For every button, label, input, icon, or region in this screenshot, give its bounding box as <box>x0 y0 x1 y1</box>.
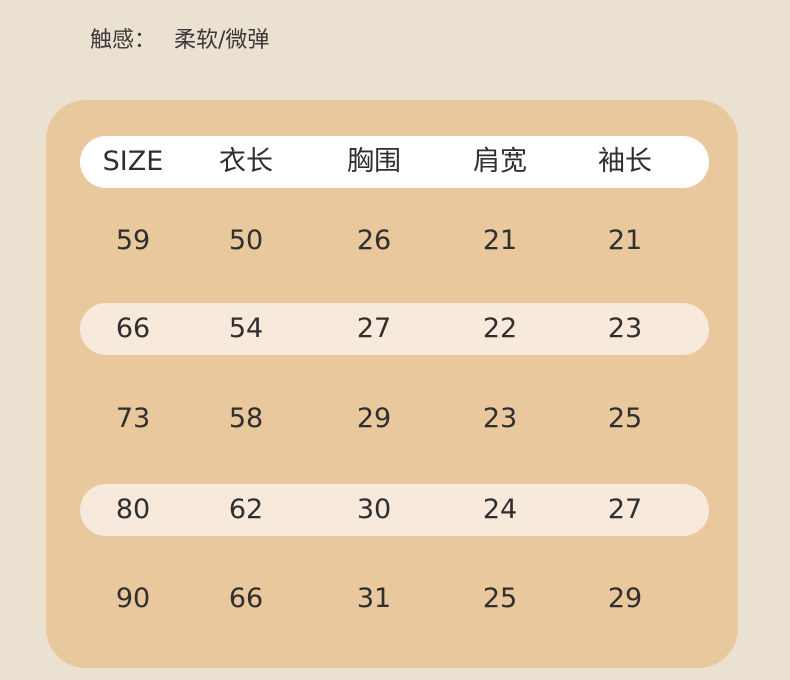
table-cell: 66 <box>115 313 151 344</box>
column-header: 肩宽 <box>473 146 527 177</box>
column-header: SIZE <box>102 146 164 177</box>
table-cell: 90 <box>115 583 151 614</box>
table-cell: 58 <box>228 403 264 434</box>
table-cell: 66 <box>228 583 264 614</box>
attribute-value: 柔软/微弹 <box>174 28 270 53</box>
table-cell: 21 <box>607 225 643 256</box>
attribute-touch: 触感： 柔软/微弹 <box>90 22 269 54</box>
table-cell: 59 <box>115 225 151 256</box>
table-cell: 25 <box>482 583 518 614</box>
attribute-label: 触感： <box>90 28 157 53</box>
table-cell: 27 <box>607 494 643 525</box>
column-header: 袖长 <box>598 146 652 177</box>
column-header: 胸围 <box>347 146 401 177</box>
table-cell: 29 <box>607 583 643 614</box>
table-cell: 21 <box>482 225 518 256</box>
table-cell: 31 <box>356 583 392 614</box>
table-cell: 54 <box>228 313 264 344</box>
table-cell: 22 <box>482 313 518 344</box>
table-cell: 25 <box>607 403 643 434</box>
table-cell: 30 <box>356 494 392 525</box>
table-cell: 23 <box>607 313 643 344</box>
table-row: 80 62 30 24 27 <box>80 484 709 536</box>
table-cell: 26 <box>356 225 392 256</box>
table-cell: 62 <box>228 494 264 525</box>
table-cell: 73 <box>115 403 151 434</box>
size-table: SIZE 衣长 胸围 肩宽 袖长 59 50 26 21 21 66 54 27 22 23 73 58 29 2… <box>46 100 738 668</box>
table-cell: 24 <box>482 494 518 525</box>
table-cell: 29 <box>356 403 392 434</box>
table-cell: 80 <box>115 494 151 525</box>
table-cell: 27 <box>356 313 392 344</box>
column-header: 衣长 <box>219 146 273 177</box>
table-row: 73 58 29 23 25 <box>80 393 709 445</box>
table-row: 90 66 31 25 29 <box>80 573 709 625</box>
table-row: 59 50 26 21 21 <box>80 215 709 267</box>
table-row: 66 54 27 22 23 <box>80 303 709 355</box>
table-cell: 23 <box>482 403 518 434</box>
table-header: SIZE 衣长 胸围 肩宽 袖长 <box>80 136 709 188</box>
table-cell: 50 <box>228 225 264 256</box>
